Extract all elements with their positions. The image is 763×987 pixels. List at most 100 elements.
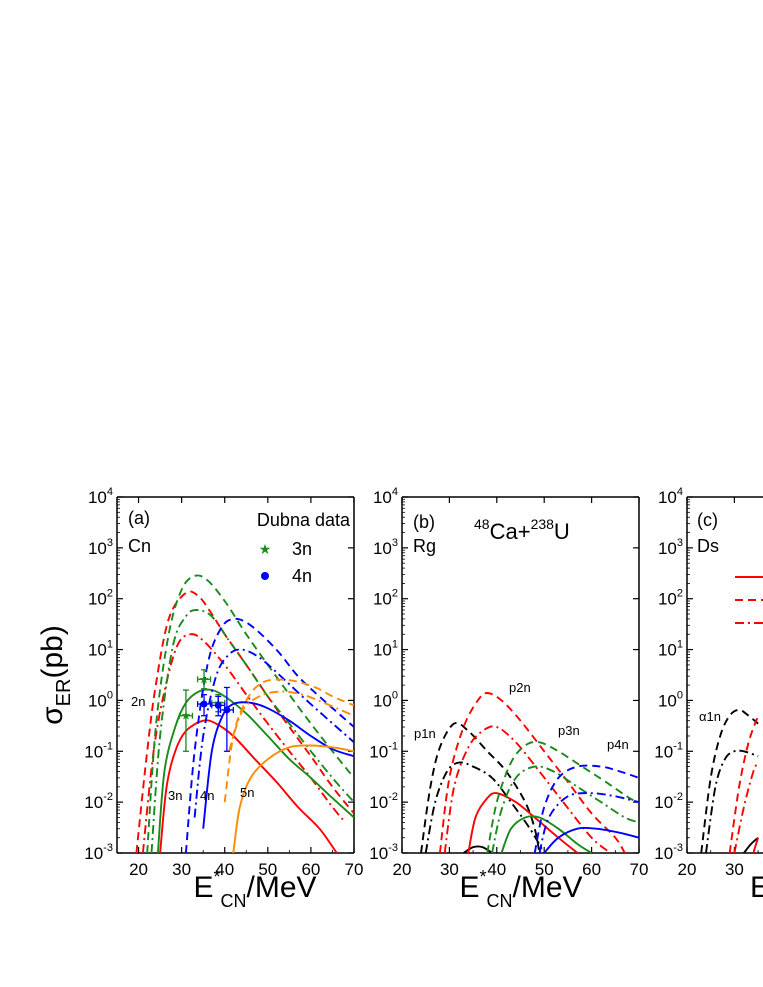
- y-tick-label: 10-1: [84, 740, 113, 761]
- x-tick-label: 20: [393, 860, 412, 879]
- y-tick-label: 100: [373, 689, 398, 710]
- data-point-circle: [223, 706, 231, 714]
- x-tick-label: 40: [215, 860, 234, 879]
- legend-star-icon: ★: [259, 541, 272, 557]
- x-tick-label: 50: [535, 860, 554, 879]
- series-line-green-dashdot: [150, 609, 354, 853]
- data-point-circle: [200, 700, 208, 708]
- y-tick-label: 10-2: [369, 791, 398, 812]
- series-line-red-dashdot: [141, 633, 347, 853]
- y-tick-label: 102: [88, 588, 113, 609]
- annotation-3n: 3n: [168, 788, 182, 803]
- element-label-rg: Rg: [413, 536, 436, 556]
- x-tick-label: 30: [172, 860, 191, 879]
- x-tick-label: 40: [487, 860, 506, 879]
- x-tick-label: 70: [630, 860, 649, 879]
- y-tick-label: 104: [373, 486, 398, 507]
- x-tick-label: 70: [345, 860, 364, 879]
- annotation-p3n: p3n: [558, 723, 580, 738]
- y-tick-label: 10-2: [84, 791, 113, 812]
- series-line-blue-dashdot: [538, 792, 639, 853]
- series-line-green-dashdot: [491, 765, 639, 853]
- series-line-green-dash: [486, 740, 639, 853]
- y-tick-label: 104: [88, 486, 113, 507]
- y-tick-label: 100: [658, 689, 683, 710]
- y-tick-label: 101: [658, 639, 683, 660]
- y-tick-label: 10-3: [84, 842, 113, 863]
- panel-label-a: (a): [128, 508, 150, 528]
- series-line-blue-solid: [202, 701, 354, 829]
- series-line-red-solid: [467, 792, 578, 853]
- panel-a: 10-3 10-2 10-1 100 101 102 103 104 20 30 40 50 60 70 ★…: [84, 486, 363, 879]
- series-line-green-solid: [156, 688, 354, 853]
- legend-title: Dubna data: [257, 510, 351, 530]
- series-line-orange-solid: [232, 744, 354, 853]
- annotation-p4n: p4n: [607, 737, 629, 752]
- x-tick-label: 20: [129, 860, 148, 879]
- x-axis-label-c: E: [750, 871, 763, 904]
- panel-label-b: (b): [413, 512, 435, 532]
- x-axis-label-a: E*CN/MeV: [193, 867, 316, 911]
- y-axis-label: σER(pb): [36, 625, 75, 725]
- data-point-star: ★: [181, 709, 192, 723]
- series-line-red-dash: [438, 692, 626, 853]
- series-group: [135, 574, 354, 853]
- series-line-black-dashdot: [424, 761, 546, 853]
- panel-c: 10-3 10-2 10-1 100 101 102 103 104 20 30: [654, 486, 763, 879]
- y-tick-label: 10-1: [654, 740, 683, 761]
- y-tick-label: 100: [88, 689, 113, 710]
- series-line-black-solid: [743, 836, 759, 853]
- y-tick-label: 10-3: [654, 842, 683, 863]
- series-line-red-dashdot: [733, 762, 759, 853]
- svg-text:σER(pb): σER(pb): [36, 625, 75, 725]
- x-tick-label: 60: [582, 860, 601, 879]
- series-line-black-dashdot: [705, 749, 759, 853]
- y-tick-label: 101: [88, 639, 113, 660]
- reaction-title: 48Ca+238U: [474, 516, 570, 544]
- series-line-black-dash: [700, 708, 759, 853]
- y-tick-label: 102: [373, 588, 398, 609]
- panel-b: 10-3 10-2 10-1 100 101 102 103 104 20 30 40 50 60 70: [369, 486, 648, 879]
- y-tick-label: 10-3: [369, 842, 398, 863]
- series-line-blue-dash: [184, 617, 354, 853]
- series-line-green-dash: [146, 574, 354, 853]
- series-line-orange-dash: [223, 678, 354, 803]
- series-line-red-dash: [728, 715, 759, 853]
- x-tick-label: 30: [725, 860, 744, 879]
- legend-label-3n: 3n: [292, 539, 312, 559]
- y-tick-label: 103: [373, 537, 398, 558]
- annotation-alpha1n: α1n: [699, 709, 721, 724]
- data-point-star: ★: [199, 672, 210, 686]
- series-line-blue-solid: [543, 826, 639, 853]
- y-tick-label: 102: [658, 588, 683, 609]
- y-tick-label: 103: [658, 537, 683, 558]
- series-line-red-dash: [135, 590, 354, 853]
- annotation-5n: 5n: [240, 785, 254, 800]
- series-line-black-dash: [420, 722, 541, 853]
- x-tick-label: 60: [301, 860, 320, 879]
- y-tick-label: 103: [88, 537, 113, 558]
- y-tick-label: 10-1: [369, 740, 398, 761]
- annotation-p1n: p1n: [414, 726, 436, 741]
- panel-label-c: (c): [697, 510, 718, 530]
- annotation-2n: 2n: [131, 694, 145, 709]
- series-line-blue-dash: [533, 764, 639, 853]
- series-line-red-dashdot: [443, 725, 612, 853]
- y-tick-label: 104: [658, 486, 683, 507]
- legend-label-4n: 4n: [292, 566, 312, 586]
- series-line-green-solid: [500, 815, 593, 853]
- x-tick-label: 30: [440, 860, 459, 879]
- x-tick-label: 20: [678, 860, 697, 879]
- element-label-ds: Ds: [697, 536, 719, 556]
- y-tick-label: 10-2: [654, 791, 683, 812]
- series-group: [420, 692, 639, 853]
- series-line-red-solid: [752, 837, 760, 853]
- element-label-cn: Cn: [128, 536, 151, 556]
- series-group: [700, 708, 760, 853]
- series-line-orange-dashdot: [228, 690, 354, 752]
- y-tick-label: 101: [373, 639, 398, 660]
- annotation-p2n: p2n: [509, 680, 531, 695]
- series-line-red-solid: [159, 719, 338, 853]
- annotation-4n: 4n: [200, 788, 214, 803]
